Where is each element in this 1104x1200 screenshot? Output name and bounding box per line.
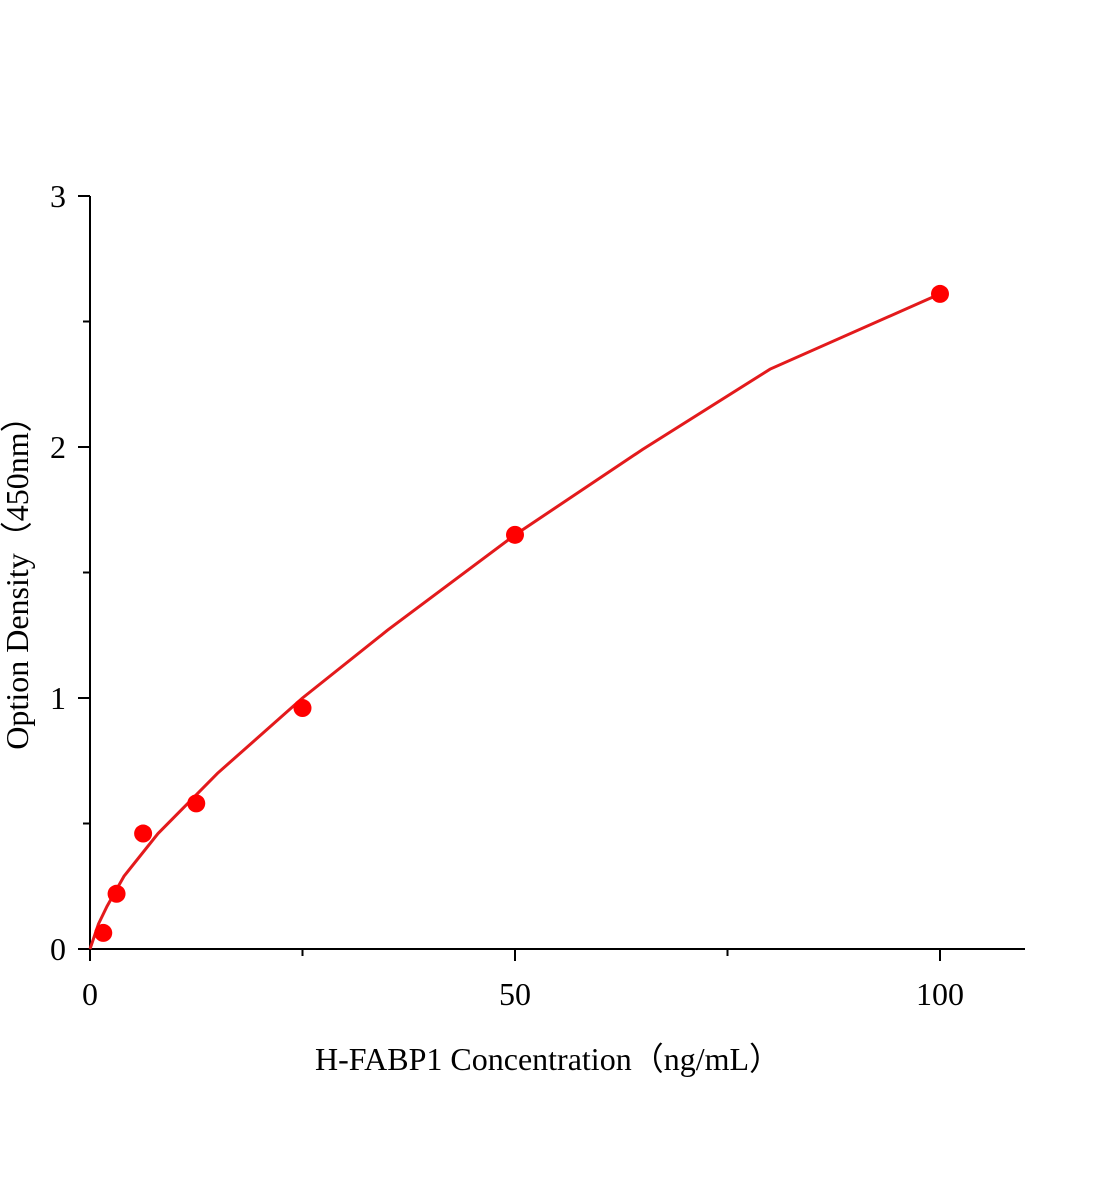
y-tick-label: 3	[50, 178, 66, 214]
data-point	[107, 884, 126, 903]
data-point	[94, 923, 113, 942]
data-point	[506, 525, 524, 544]
y-tick-label: 1	[50, 680, 66, 716]
data-point	[187, 794, 206, 813]
fit-curve	[88, 292, 941, 950]
data-point	[134, 824, 153, 843]
data-point	[931, 284, 949, 303]
data-point	[293, 699, 312, 718]
y-tick-label: 2	[50, 429, 66, 465]
x-tick-label: 0	[82, 976, 98, 1012]
y-tick-label: 0	[50, 931, 66, 967]
y-axis-label: Option Density（450nm）	[0, 400, 35, 749]
x-axis-label: H-FABP1 Concentration（ng/mL）	[315, 1041, 781, 1077]
x-tick-label: 100	[916, 976, 964, 1012]
x-tick-label: 50	[499, 976, 531, 1012]
